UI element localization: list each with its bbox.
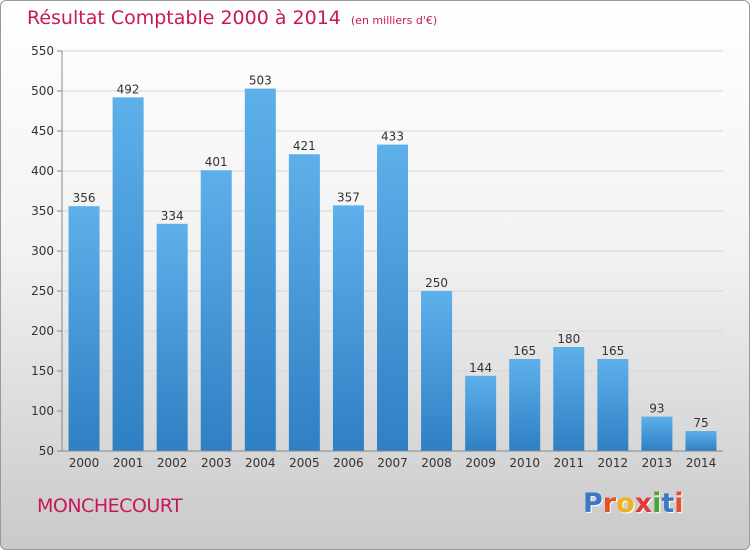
x-tick-label-2008: 2008: [421, 456, 452, 470]
bar-2014: [685, 431, 717, 451]
y-tick-label: 250: [31, 284, 54, 298]
bar-2000: [68, 206, 100, 451]
chart-subtitle: (en milliers d'€): [350, 14, 438, 27]
data-label-2011: 180: [557, 332, 580, 346]
x-tick-label-2000: 2000: [69, 456, 100, 470]
data-label-2014: 75: [693, 416, 708, 430]
bar-2007: [377, 144, 408, 451]
x-tick-label-2014: 2014: [686, 456, 717, 470]
x-tick-label-2006: 2006: [333, 456, 364, 470]
data-label-2000: 356: [73, 191, 96, 205]
bar-2013: [641, 416, 673, 451]
y-tick-label: 100: [31, 404, 54, 418]
bar-2002: [156, 223, 188, 451]
data-label-2001: 492: [117, 82, 140, 96]
logo-letter: o: [616, 488, 635, 519]
y-tick-label: 200: [31, 324, 54, 338]
x-tick-label-2004: 2004: [245, 456, 276, 470]
bars: [68, 88, 717, 452]
x-tick-label-2012: 2012: [598, 456, 629, 470]
x-tick-label-2005: 2005: [289, 456, 320, 470]
y-tick-label: 500: [31, 84, 54, 98]
data-label-2003: 401: [205, 155, 228, 169]
x-tick-label-2010: 2010: [509, 456, 540, 470]
data-label-2006: 357: [337, 190, 360, 204]
logo-letter: r: [602, 488, 617, 519]
data-label-2009: 144: [469, 361, 492, 375]
y-tick-label: 50: [39, 444, 54, 458]
bar-2010: [509, 359, 541, 451]
bar-2004: [244, 88, 276, 451]
bar-2006: [332, 205, 364, 451]
x-tick-label-2007: 2007: [377, 456, 408, 470]
x-tick-label-2009: 2009: [465, 456, 496, 470]
bar-2003: [200, 170, 232, 451]
logo-letter: i: [652, 488, 662, 519]
commune-name: MONCHECOURT: [37, 495, 183, 517]
bar-2012: [597, 359, 629, 451]
chart-title-block: Résultat Comptable 2000 à 2014 (en millie…: [27, 7, 437, 29]
logo-letter: P: [583, 488, 603, 519]
x-axis: 2000 2001 2002 2003 2004 2005 2006 2007 2008 2009…: [62, 450, 723, 470]
x-tick-label-2002: 2002: [157, 456, 188, 470]
data-label-2002: 334: [161, 209, 184, 223]
data-label-2005: 421: [293, 139, 316, 153]
bar-2011: [553, 347, 585, 451]
y-tick-label: 300: [31, 244, 54, 258]
bar-2008: [421, 291, 453, 451]
logo-letter: t: [661, 488, 675, 519]
logo-letter: i: [674, 488, 684, 519]
bar-2009: [465, 375, 497, 451]
data-labels: 356 492 334 401 503 421 357 433 250 144 165 180 165 9…: [73, 74, 709, 430]
data-label-2013: 93: [649, 402, 664, 416]
bar-2005: [288, 154, 320, 451]
chart-title: Résultat Comptable 2000 à 2014: [27, 7, 341, 29]
x-tick-label-2011: 2011: [553, 456, 584, 470]
y-tick-label: 400: [31, 164, 54, 178]
data-label-2007: 433: [381, 130, 404, 144]
y-tick-label: 450: [31, 124, 54, 138]
proxiti-logo: Proxiti: [583, 488, 684, 519]
x-tick-label-2001: 2001: [113, 456, 144, 470]
data-label-2008: 250: [425, 276, 448, 290]
bar-2001: [112, 97, 144, 452]
y-axis: 50 100 150 200 250 300 350 400 450 500 550: [31, 44, 63, 458]
data-label-2010: 165: [513, 344, 536, 358]
data-label-2012: 165: [601, 344, 624, 358]
logo-letter: x: [634, 488, 653, 519]
y-tick-label: 550: [31, 44, 54, 58]
x-tick-label-2003: 2003: [201, 456, 232, 470]
y-tick-label: 150: [31, 364, 54, 378]
data-label-2004: 503: [249, 74, 272, 88]
y-tick-label: 350: [31, 204, 54, 218]
x-tick-label-2013: 2013: [642, 456, 673, 470]
